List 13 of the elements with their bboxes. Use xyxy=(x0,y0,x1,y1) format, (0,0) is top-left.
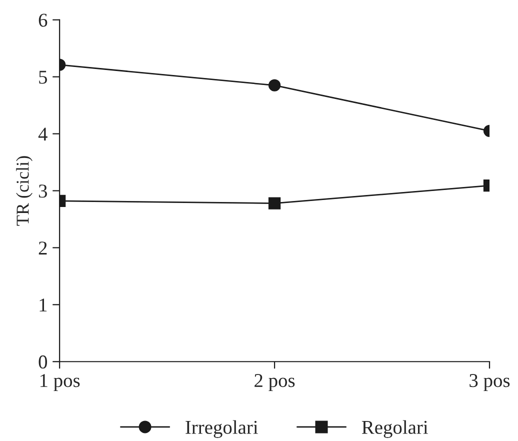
y-tick-label: 3 xyxy=(38,184,48,198)
y-tick-label: 6 xyxy=(38,14,48,27)
x-tick-label: 1 pos xyxy=(40,374,80,392)
legend-label: Irregolari xyxy=(186,420,258,438)
y-tick-label: 2 xyxy=(38,242,47,254)
x-tick-label: 3 pos xyxy=(470,374,510,392)
legend-label: Regolari xyxy=(362,420,428,438)
y-tick-label: 5 xyxy=(39,70,48,84)
y-tick-label: 1 xyxy=(40,298,47,312)
y-tick-label: 0 xyxy=(38,355,48,369)
y-axis-title: TR (cicli) xyxy=(16,156,32,226)
x-tick-label: 2 pos xyxy=(254,374,295,392)
y-tick-label: 4 xyxy=(38,128,48,141)
